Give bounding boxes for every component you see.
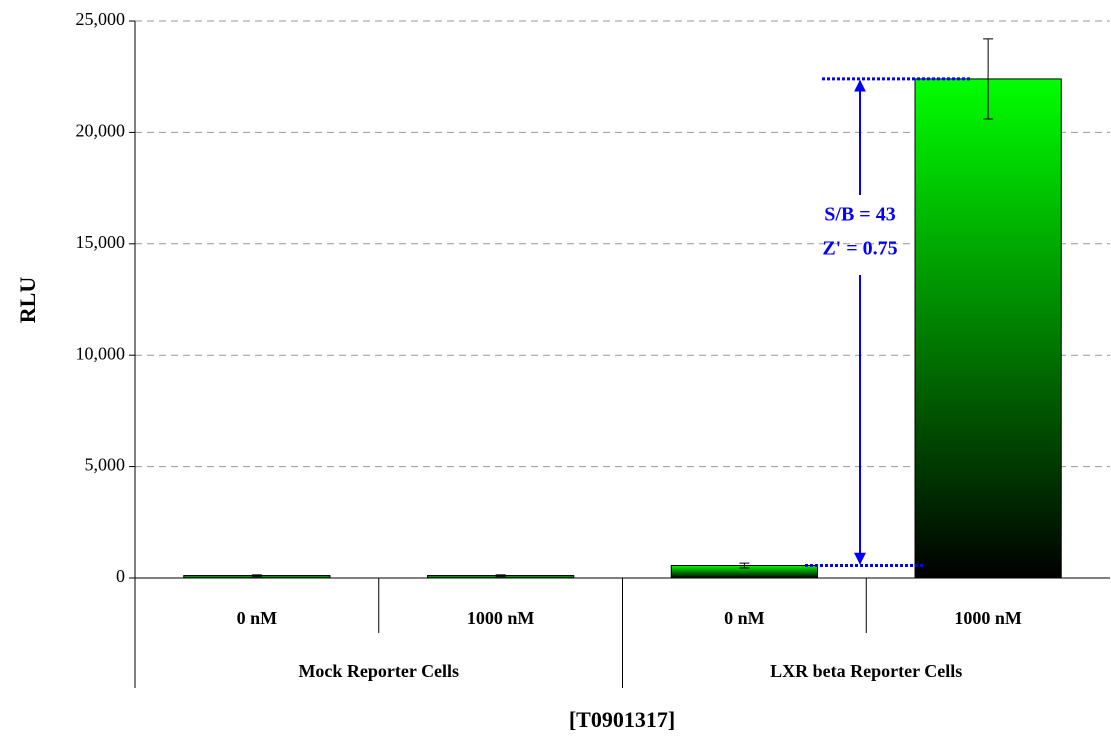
error-bar xyxy=(983,38,994,120)
y-axis-title: RLU xyxy=(15,277,40,324)
error-bar xyxy=(495,574,506,577)
x-tick-label: 1000 nM xyxy=(954,608,1022,628)
bar xyxy=(914,78,1062,579)
x-axis-title: [T0901317] xyxy=(569,707,675,732)
error-bar xyxy=(739,562,750,569)
error-bar xyxy=(251,574,262,577)
y-tick-label: 0 xyxy=(116,566,125,586)
y-tick-label: 5,000 xyxy=(85,455,126,475)
group-label: Mock Reporter Cells xyxy=(298,661,459,681)
group-label: LXR beta Reporter Cells xyxy=(770,661,962,681)
annotation: Z' = 0.75 xyxy=(822,238,897,260)
y-tick-label: 25,000 xyxy=(76,9,126,29)
y-tick-label: 15,000 xyxy=(76,232,126,252)
x-tick-label: 1000 nM xyxy=(467,608,535,628)
y-tick-label: 10,000 xyxy=(76,343,126,363)
x-tick-label: 0 nM xyxy=(237,608,278,628)
y-tick-label: 20,000 xyxy=(76,121,126,141)
annotation: S/B = 43 xyxy=(824,204,895,226)
x-tick-label: 0 nM xyxy=(724,608,765,628)
